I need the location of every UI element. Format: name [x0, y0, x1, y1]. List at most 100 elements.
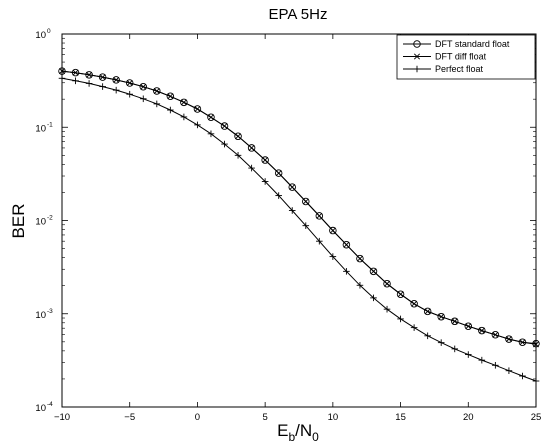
plus-marker — [234, 152, 242, 159]
plus-marker — [194, 121, 201, 129]
legend-entry: Perfect float — [403, 64, 484, 74]
plus-marker — [519, 372, 526, 380]
x-marker — [153, 87, 160, 94]
x-marker-stroke — [492, 331, 499, 338]
x-marker — [343, 241, 350, 248]
x-marker-stroke — [451, 318, 458, 325]
legend-entry: DFT diff float — [403, 52, 487, 62]
circle-marker — [261, 156, 269, 164]
circle-marker — [423, 307, 432, 316]
circle-marker — [491, 331, 500, 339]
x-marker-stroke — [99, 74, 106, 81]
legend-label: DFT diff float — [435, 52, 487, 62]
x-marker — [86, 71, 93, 78]
x-marker-stroke — [413, 53, 421, 60]
y-tick-label-exponent: -1 — [47, 121, 53, 128]
x-marker — [72, 69, 79, 76]
x-marker-stroke — [424, 308, 431, 315]
circle-marker — [234, 132, 242, 141]
y-axis-label: BER — [9, 204, 28, 239]
x-marker — [194, 105, 201, 113]
x-marker-stroke — [397, 291, 404, 298]
circle-marker — [505, 335, 513, 343]
x-marker-stroke — [519, 339, 526, 346]
x-marker — [438, 313, 445, 320]
circle-marker — [450, 317, 459, 326]
y-tick-label: 10 — [35, 217, 46, 228]
x-marker-stroke — [384, 280, 391, 287]
x-marker-stroke — [153, 87, 160, 94]
x-marker — [262, 157, 269, 164]
x-marker — [248, 144, 255, 151]
circle-marker — [112, 76, 120, 84]
plus-marker — [167, 106, 174, 114]
plus-marker — [126, 90, 134, 98]
plus-marker — [383, 305, 391, 313]
x-marker — [478, 327, 485, 334]
x-marker — [99, 74, 106, 81]
plus-marker — [72, 77, 79, 85]
plus-marker — [413, 65, 421, 73]
plus-marker — [288, 207, 296, 214]
plus-marker — [343, 268, 350, 275]
x-marker-stroke — [235, 133, 242, 140]
plus-marker — [316, 237, 323, 245]
plus-marker — [464, 351, 472, 358]
circle-marker — [288, 183, 296, 191]
chart-title: EPA 5Hz — [269, 6, 328, 23]
circle-marker — [342, 240, 351, 249]
plus-marker — [505, 367, 513, 375]
x-axis-label-sub-b: b — [288, 430, 295, 444]
x-axis-label: Eb/N0 — [277, 421, 319, 444]
plot-frame — [61, 33, 537, 408]
x-tick-label: 15 — [395, 412, 406, 423]
x-marker — [356, 255, 363, 262]
x-marker — [397, 291, 404, 298]
plus-marker — [99, 83, 106, 90]
circle-marker — [139, 82, 148, 91]
plus-marker — [370, 294, 377, 302]
circle-marker — [153, 87, 161, 95]
x-marker — [289, 184, 296, 191]
x-marker — [207, 114, 214, 121]
circle-marker — [247, 144, 256, 152]
x-marker-stroke — [72, 69, 79, 76]
series-dft-diff-float — [58, 68, 540, 348]
x-marker-stroke — [478, 327, 485, 334]
x-marker — [316, 212, 323, 219]
x-marker-stroke — [329, 227, 336, 234]
circle-marker — [85, 71, 93, 79]
x-tick-label: −5 — [124, 412, 135, 423]
x-marker — [413, 53, 421, 60]
legend-entry: DFT standard float — [403, 39, 510, 49]
series-line — [61, 70, 537, 345]
x-marker — [167, 93, 174, 100]
plus-marker — [451, 345, 459, 353]
circle-marker — [315, 212, 324, 220]
x-marker — [329, 227, 336, 234]
x-tick-label: 10 — [328, 412, 339, 423]
legend-label: Perfect float — [435, 64, 484, 74]
x-marker-stroke — [343, 241, 350, 248]
x-marker — [221, 123, 228, 130]
plus-marker — [139, 95, 147, 103]
x-marker — [505, 336, 512, 343]
x-marker-stroke — [194, 105, 201, 113]
x-axis-label-e: E — [277, 421, 288, 440]
x-tick-label: 0 — [195, 412, 200, 423]
legend-label: DFT standard float — [435, 39, 510, 49]
x-tick-label: 5 — [262, 412, 267, 423]
y-tick-label: 10 — [35, 403, 46, 414]
series-line — [61, 77, 537, 382]
y-tick-label-exponent: 0 — [47, 28, 51, 35]
x-marker-stroke — [140, 83, 147, 90]
x-marker — [302, 198, 309, 205]
x-tick-label: 25 — [531, 412, 542, 423]
x-marker — [275, 170, 282, 177]
x-marker — [465, 323, 472, 330]
circle-marker — [274, 169, 283, 177]
plus-marker — [397, 315, 404, 323]
x-marker — [113, 76, 120, 83]
plus-marker — [437, 339, 445, 346]
